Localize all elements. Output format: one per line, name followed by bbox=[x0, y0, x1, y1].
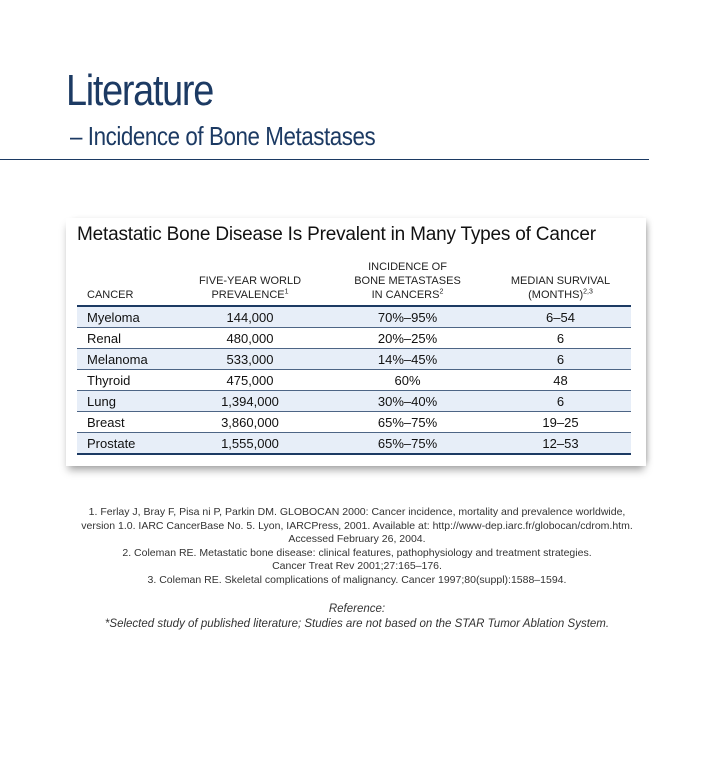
reference-text: *Selected study of published literature;… bbox=[104, 618, 610, 630]
column-header-prevalence: FIVE-YEAR WORLD PREVALENCE1 bbox=[175, 256, 325, 307]
footnote-1-line-1: 1. Ferlay J, Bray F, Pisa ni P, Parkin D… bbox=[88, 506, 626, 518]
cell-prevalence: 144,000 bbox=[175, 306, 325, 328]
column-header-survival: MEDIAN SURVIVAL (MONTHS)2,3 bbox=[490, 256, 631, 307]
cell-survival: 48 bbox=[490, 369, 631, 391]
footnotes: 1. Ferlay J, Bray F, Pisa ni P, Parkin D… bbox=[55, 506, 659, 588]
cancer-table-figure: Metastatic Bone Disease Is Prevalent in … bbox=[66, 218, 646, 466]
column-header-cancer: CANCER bbox=[77, 256, 175, 307]
table-title: Metastatic Bone Disease Is Prevalent in … bbox=[77, 224, 596, 245]
cell-cancer: Prostate bbox=[77, 432, 175, 455]
cell-incidence: 20%–25% bbox=[325, 327, 490, 349]
footnote-3: 3. Coleman RE. Skeletal complications of… bbox=[147, 573, 567, 586]
cell-survival: 6 bbox=[490, 327, 631, 349]
bone-metastases-table: CANCER FIVE-YEAR WORLD PREVALENCE1 INCID… bbox=[77, 256, 631, 455]
title-divider bbox=[0, 159, 649, 160]
cell-survival: 6–54 bbox=[490, 306, 631, 328]
column-header-incidence: INCIDENCE OF BONE METASTASES IN CANCERS2 bbox=[325, 256, 490, 307]
cell-incidence: 70%–95% bbox=[325, 306, 490, 328]
cell-prevalence: 480,000 bbox=[175, 327, 325, 349]
cell-survival: 19–25 bbox=[490, 411, 631, 433]
cell-survival: 12–53 bbox=[490, 432, 631, 455]
cell-cancer: Renal bbox=[77, 327, 175, 349]
cell-prevalence: 1,394,000 bbox=[175, 390, 325, 412]
table-row: Myeloma 144,000 70%–95% 6–54 bbox=[77, 306, 631, 328]
table-row: Breast 3,860,000 65%–75% 19–25 bbox=[77, 411, 631, 433]
page-title: Literature bbox=[66, 66, 214, 115]
cell-prevalence: 475,000 bbox=[175, 369, 325, 391]
cell-cancer: Breast bbox=[77, 411, 175, 433]
table-header-row: CANCER FIVE-YEAR WORLD PREVALENCE1 INCID… bbox=[77, 256, 631, 307]
cell-prevalence: 3,860,000 bbox=[175, 411, 325, 433]
footnote-2-line-1: 2. Coleman RE. Metastatic bone disease: … bbox=[122, 546, 592, 559]
page-subtitle: – Incidence of Bone Metastases bbox=[70, 121, 376, 151]
cell-incidence: 65%–75% bbox=[325, 411, 490, 433]
cell-survival: 6 bbox=[490, 390, 631, 412]
table-row: Thyroid 475,000 60% 48 bbox=[77, 369, 631, 391]
cell-incidence: 65%–75% bbox=[325, 432, 490, 455]
cell-cancer: Melanoma bbox=[77, 348, 175, 370]
table-row: Renal 480,000 20%–25% 6 bbox=[77, 327, 631, 349]
cell-survival: 6 bbox=[490, 348, 631, 370]
cell-prevalence: 1,555,000 bbox=[175, 432, 325, 455]
cell-cancer: Lung bbox=[77, 390, 175, 412]
footnote-2-line-2: Cancer Treat Rev 2001;27:165–176. bbox=[272, 560, 442, 573]
table-row: Melanoma 533,000 14%–45% 6 bbox=[77, 348, 631, 370]
cell-incidence: 60% bbox=[325, 369, 490, 391]
footnote-1-line-3: Accessed February 26, 2004. bbox=[288, 533, 426, 546]
table-row: Prostate 1,555,000 65%–75% 12–53 bbox=[77, 432, 631, 455]
cell-incidence: 14%–45% bbox=[325, 348, 490, 370]
footnote-1-line-2: version 1.0. IARC CancerBase No. 5. Lyon… bbox=[81, 519, 633, 532]
reference-label: Reference: bbox=[328, 603, 386, 615]
table-row: Lung 1,394,000 30%–40% 6 bbox=[77, 390, 631, 412]
cell-cancer: Thyroid bbox=[77, 369, 175, 391]
cell-cancer: Myeloma bbox=[77, 306, 175, 328]
reference-note: Reference: *Selected study of published … bbox=[55, 602, 659, 632]
cell-prevalence: 533,000 bbox=[175, 348, 325, 370]
cell-incidence: 30%–40% bbox=[325, 390, 490, 412]
